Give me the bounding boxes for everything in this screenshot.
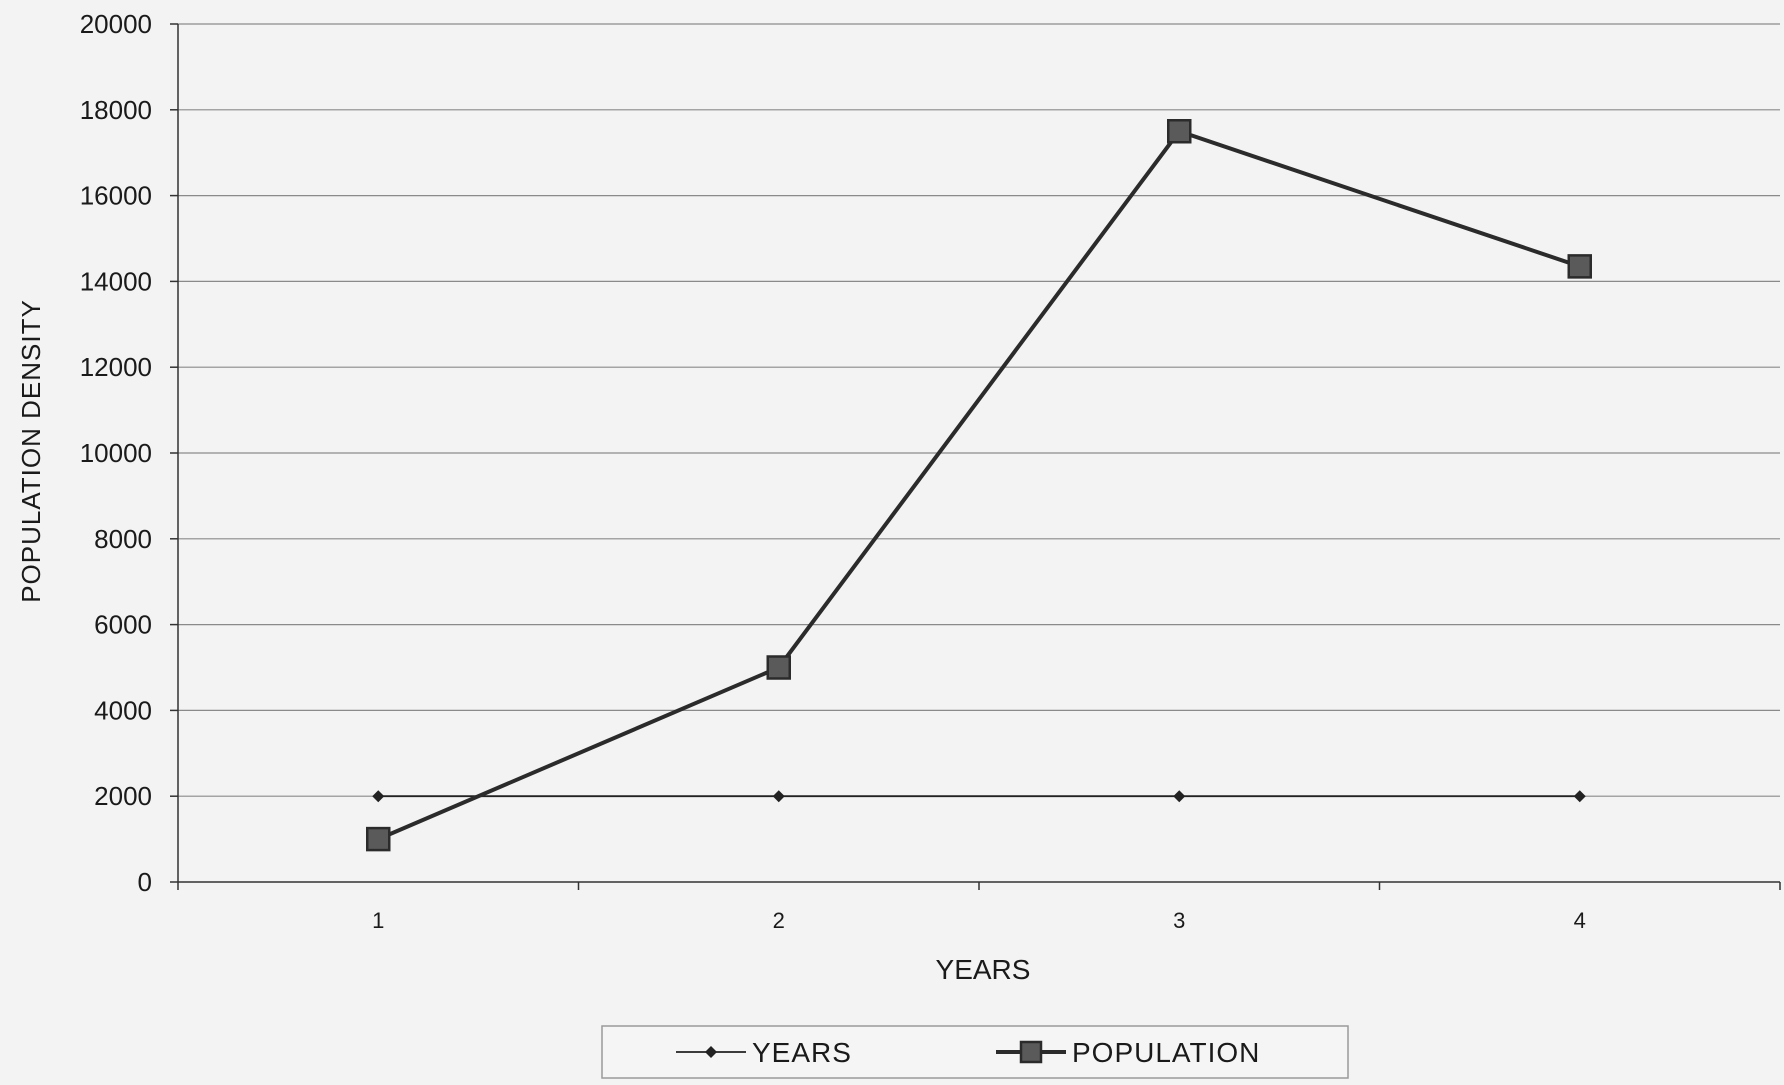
- y-tick-label: 4000: [94, 695, 152, 725]
- gridlines: [178, 23, 1780, 797]
- x-axis-title: YEARS: [936, 954, 1031, 985]
- data-point-years: [1573, 790, 1586, 803]
- data-point-population: [766, 655, 791, 680]
- legend-items: YEARS POPULATION: [676, 1037, 1260, 1068]
- x-tick-label: 4: [1574, 908, 1586, 933]
- data-point-population: [366, 826, 391, 852]
- data-point-years: [1173, 790, 1186, 803]
- x-tick-label: 2: [773, 908, 785, 933]
- legend-label-years: YEARS: [752, 1037, 852, 1068]
- y-tick-label: 20000: [80, 9, 152, 39]
- y-tick-label: 16000: [80, 181, 152, 211]
- legend-label-population: POPULATION: [1072, 1037, 1260, 1068]
- legend-marker-years: [705, 1046, 717, 1058]
- y-axis-title: POPULATION DENSITY: [16, 299, 46, 603]
- axes: 0 2000 4000 6000 8000 10000 12000 14000 16000 180…: [80, 9, 1781, 933]
- data-point-years: [372, 790, 385, 803]
- data-point-population: [1567, 254, 1592, 279]
- series: [366, 119, 1592, 852]
- y-tick-label: 12000: [80, 352, 152, 382]
- y-tick-label: 2000: [94, 781, 152, 811]
- y-tick-label: 18000: [80, 95, 152, 125]
- y-tick-label: 0: [138, 867, 152, 897]
- x-tick-label: 3: [1173, 908, 1185, 933]
- legend-marker-population: [1019, 1040, 1043, 1064]
- y-tick-label: 6000: [94, 610, 152, 640]
- y-tick-label: 10000: [80, 438, 152, 468]
- x-tick-label: 1: [372, 908, 384, 933]
- legend: YEARS POPULATION: [601, 1025, 1349, 1079]
- y-tick-label: 14000: [80, 266, 152, 296]
- data-point-population: [1167, 119, 1192, 144]
- data-point-years: [772, 790, 785, 803]
- series-line-population: [377, 129, 1581, 841]
- y-tick-label: 8000: [94, 524, 152, 554]
